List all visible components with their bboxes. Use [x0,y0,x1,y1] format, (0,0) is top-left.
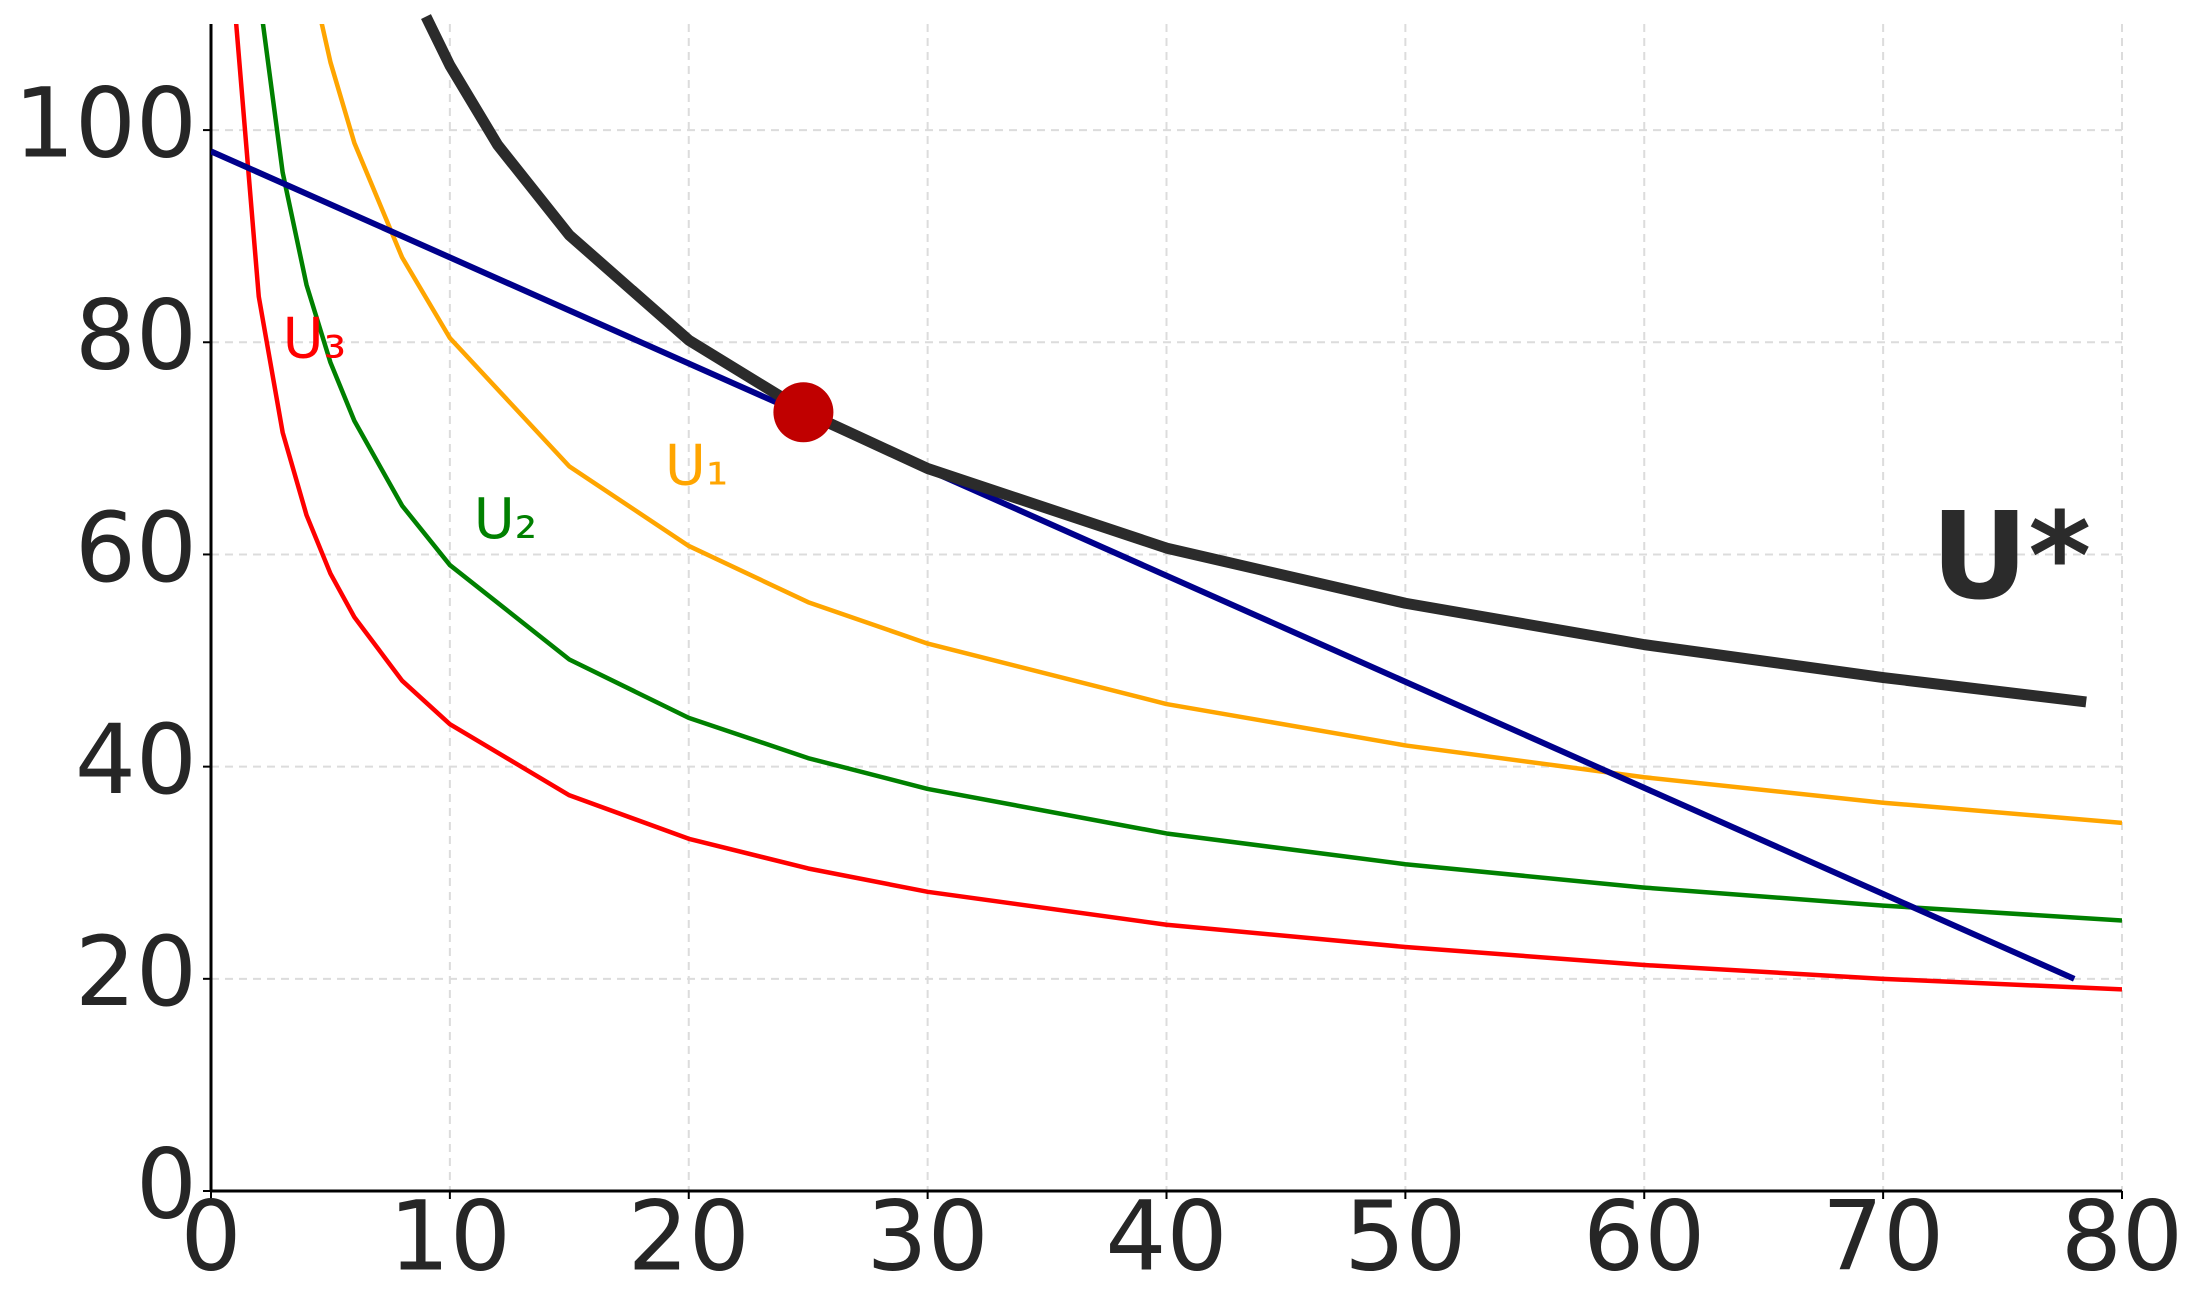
y-tick-label: 0 [136,1128,197,1240]
curve-label: U* [1931,488,2091,627]
x-tick-label: 10 [389,1180,511,1292]
y-tick-label: 100 [14,67,197,179]
x-tick-label: 60 [1583,1180,1705,1292]
curve [421,14,2087,708]
x-tick-label: 40 [1105,1180,1227,1292]
plot-area [211,24,2122,992]
curve [211,148,2076,982]
x-tick-label: 70 [1822,1180,1944,1292]
x-tick-label: 20 [628,1180,750,1292]
curve [233,24,2122,992]
tangency-point [773,382,834,443]
curve [260,24,2122,923]
curve [319,24,2122,826]
x-tick-label: 30 [867,1180,989,1292]
y-tick-label: 40 [75,704,197,816]
curve-label: U₁ [665,434,728,499]
curve-label: U₂ [474,487,537,552]
x-tick-label: 80 [2061,1180,2183,1292]
y-tick-label: 80 [75,280,197,392]
curve-label: U₃ [283,306,346,371]
y-tick-label: 20 [75,916,197,1028]
x-tick-label: 50 [1344,1180,1466,1292]
y-tick-label: 60 [75,492,197,604]
x-tick-label: 0 [180,1180,241,1292]
